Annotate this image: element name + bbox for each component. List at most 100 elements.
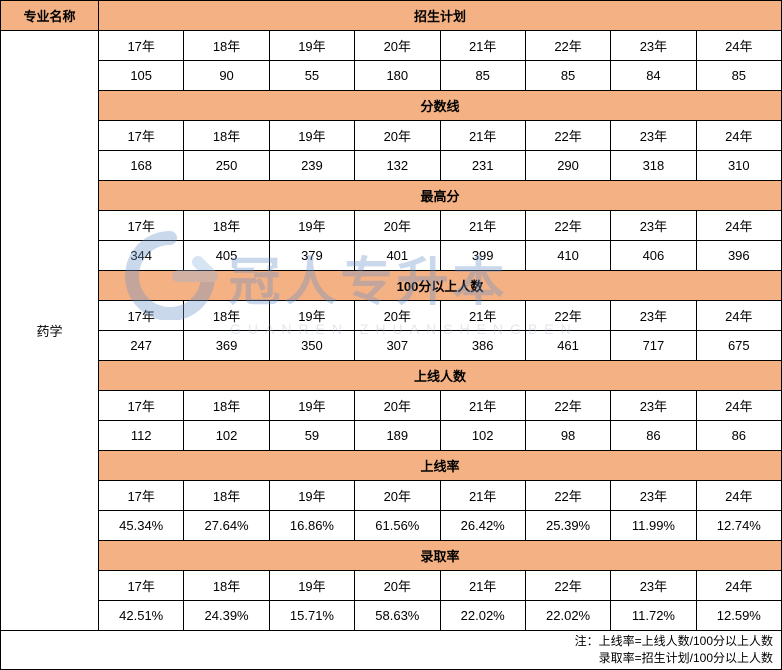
year-cell-0-6: 23年 (611, 31, 696, 61)
value-cell-1-6: 318 (611, 151, 696, 181)
year-cell-1-4: 21年 (440, 121, 525, 151)
value-cell-5-2: 16.86% (269, 511, 354, 541)
year-cell-5-6: 23年 (611, 481, 696, 511)
year-cell-3-7: 24年 (696, 301, 781, 331)
value-cell-4-6: 86 (611, 421, 696, 451)
value-cell-2-6: 406 (611, 241, 696, 271)
value-cell-2-0: 344 (99, 241, 184, 271)
value-cell-5-5: 25.39% (525, 511, 610, 541)
year-cell-2-4: 21年 (440, 211, 525, 241)
note-line-1: 注：上线率=上线人数/100分以上人数 (1, 633, 773, 650)
year-cell-4-6: 23年 (611, 391, 696, 421)
year-cell-5-0: 17年 (99, 481, 184, 511)
section-title-0: 招生计划 (99, 1, 782, 31)
value-cell-0-1: 90 (184, 61, 269, 91)
year-cell-3-0: 17年 (99, 301, 184, 331)
year-cell-4-0: 17年 (99, 391, 184, 421)
value-cell-6-3: 58.63% (355, 601, 440, 631)
year-cell-3-4: 21年 (440, 301, 525, 331)
value-cell-6-2: 15.71% (269, 601, 354, 631)
year-cell-5-4: 21年 (440, 481, 525, 511)
value-cell-2-2: 379 (269, 241, 354, 271)
value-cell-5-4: 26.42% (440, 511, 525, 541)
year-cell-3-2: 19年 (269, 301, 354, 331)
value-cell-3-1: 369 (184, 331, 269, 361)
value-cell-3-6: 717 (611, 331, 696, 361)
value-cell-2-7: 396 (696, 241, 781, 271)
section-title-3: 100分以上人数 (99, 271, 782, 301)
major-header: 专业名称 (1, 1, 99, 31)
value-cell-6-7: 12.59% (696, 601, 781, 631)
value-cell-2-5: 410 (525, 241, 610, 271)
year-cell-4-4: 21年 (440, 391, 525, 421)
year-cell-4-3: 20年 (355, 391, 440, 421)
value-cell-4-1: 102 (184, 421, 269, 451)
value-cell-0-3: 180 (355, 61, 440, 91)
year-cell-6-7: 24年 (696, 571, 781, 601)
value-cell-4-0: 112 (99, 421, 184, 451)
year-cell-1-6: 23年 (611, 121, 696, 151)
value-cell-6-4: 22.02% (440, 601, 525, 631)
year-cell-1-2: 19年 (269, 121, 354, 151)
section-title-5: 上线率 (99, 451, 782, 481)
year-cell-4-5: 22年 (525, 391, 610, 421)
value-cell-3-7: 675 (696, 331, 781, 361)
value-cell-0-4: 85 (440, 61, 525, 91)
value-cell-2-3: 401 (355, 241, 440, 271)
value-cell-4-3: 189 (355, 421, 440, 451)
value-cell-0-7: 85 (696, 61, 781, 91)
year-cell-6-1: 18年 (184, 571, 269, 601)
value-cell-6-6: 11.72% (611, 601, 696, 631)
value-cell-1-5: 290 (525, 151, 610, 181)
value-cell-1-0: 168 (99, 151, 184, 181)
year-cell-6-0: 17年 (99, 571, 184, 601)
year-cell-0-7: 24年 (696, 31, 781, 61)
value-cell-0-5: 85 (525, 61, 610, 91)
year-cell-0-2: 19年 (269, 31, 354, 61)
table-container: 冠人专升本 GUANREN ZHUANSHENGBEN 专业名称招生计划药学17… (0, 0, 782, 633)
value-cell-1-4: 231 (440, 151, 525, 181)
year-cell-3-6: 23年 (611, 301, 696, 331)
value-cell-4-7: 86 (696, 421, 781, 451)
value-cell-1-2: 239 (269, 151, 354, 181)
year-cell-3-1: 18年 (184, 301, 269, 331)
major-row-label: 药学 (1, 31, 99, 631)
year-cell-2-5: 22年 (525, 211, 610, 241)
year-cell-5-2: 19年 (269, 481, 354, 511)
value-cell-6-1: 24.39% (184, 601, 269, 631)
value-cell-4-2: 59 (269, 421, 354, 451)
year-cell-6-2: 19年 (269, 571, 354, 601)
year-cell-4-1: 18年 (184, 391, 269, 421)
value-cell-4-4: 102 (440, 421, 525, 451)
year-cell-5-5: 22年 (525, 481, 610, 511)
value-cell-1-1: 250 (184, 151, 269, 181)
year-cell-2-2: 19年 (269, 211, 354, 241)
year-cell-2-0: 17年 (99, 211, 184, 241)
value-cell-3-5: 461 (525, 331, 610, 361)
year-cell-0-1: 18年 (184, 31, 269, 61)
year-cell-4-2: 19年 (269, 391, 354, 421)
value-cell-3-0: 247 (99, 331, 184, 361)
section-title-4: 上线人数 (99, 361, 782, 391)
value-cell-0-0: 105 (99, 61, 184, 91)
year-cell-4-7: 24年 (696, 391, 781, 421)
year-cell-0-4: 21年 (440, 31, 525, 61)
value-cell-0-6: 84 (611, 61, 696, 91)
value-cell-3-2: 350 (269, 331, 354, 361)
year-cell-1-5: 22年 (525, 121, 610, 151)
value-cell-0-2: 55 (269, 61, 354, 91)
year-cell-6-6: 23年 (611, 571, 696, 601)
year-cell-1-3: 20年 (355, 121, 440, 151)
year-cell-0-0: 17年 (99, 31, 184, 61)
year-cell-3-5: 22年 (525, 301, 610, 331)
value-cell-3-3: 307 (355, 331, 440, 361)
value-cell-1-3: 132 (355, 151, 440, 181)
section-title-1: 分数线 (99, 91, 782, 121)
year-cell-6-5: 22年 (525, 571, 610, 601)
year-cell-6-3: 20年 (355, 571, 440, 601)
year-cell-1-1: 18年 (184, 121, 269, 151)
year-cell-2-6: 23年 (611, 211, 696, 241)
value-cell-2-4: 399 (440, 241, 525, 271)
year-cell-2-3: 20年 (355, 211, 440, 241)
year-cell-0-3: 20年 (355, 31, 440, 61)
